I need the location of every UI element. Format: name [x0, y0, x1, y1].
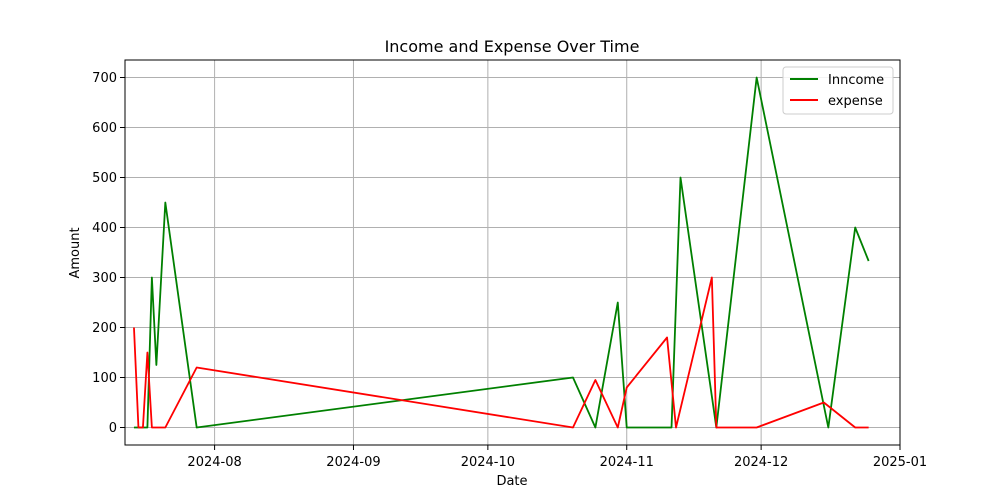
series-lines — [133, 76, 870, 429]
legend: Inncome expense — [782, 66, 894, 115]
legend-label-income: Inncome — [828, 73, 884, 88]
y-tick-label: 100 — [92, 371, 117, 386]
x-axis: 2024-08 2024-09 2024-10 2024-11 2024-12 2025-… — [187, 445, 927, 470]
chart-title: Income and Expense Over Time — [385, 37, 640, 56]
y-tick-label: 500 — [92, 171, 117, 186]
series-line-income — [133, 76, 870, 429]
y-tick-label: 200 — [92, 321, 117, 336]
legend-label-expense: expense — [828, 94, 883, 109]
y-tick-label: 600 — [92, 121, 117, 136]
y-tick-label: 400 — [92, 221, 117, 236]
y-tick-label: 300 — [92, 271, 117, 286]
x-axis-label: Date — [496, 474, 527, 489]
x-tick-label: 2024-08 — [187, 455, 241, 470]
y-tick-label: 700 — [92, 71, 117, 86]
plot-frame — [124, 59, 901, 446]
y-axis: 0 100 200 300 400 500 600 700 — [92, 71, 125, 436]
x-tick-label: 2024-10 — [461, 455, 515, 470]
x-tick-label: 2024-12 — [734, 455, 788, 470]
series-line-expense — [133, 276, 869, 429]
y-axis-label: Amount — [68, 227, 83, 278]
x-tick-label: 2025-01 — [873, 455, 927, 470]
y-tick-label: 0 — [109, 421, 117, 436]
x-tick-label: 2024-11 — [600, 455, 654, 470]
x-tick-label: 2024-09 — [326, 455, 380, 470]
